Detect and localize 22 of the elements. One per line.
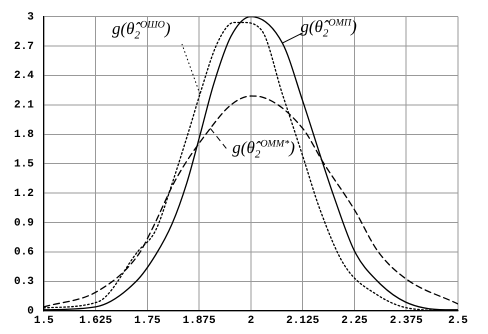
x-tick-label: 2.125 — [286, 315, 320, 328]
text: g(θ̂$_{2}$$^{ОШО}$) — [112, 19, 171, 42]
y-tick-label: 1.5 — [14, 158, 34, 170]
y-tick-label: 0.6 — [14, 246, 34, 259]
y-tick-label: 1.2 — [14, 188, 34, 200]
legend-label: g(θ̂$_{2}$$^{ОМП}$) — [300, 17, 357, 40]
y-tick-label: 2.4 — [14, 70, 34, 82]
y-tick-label: 2.7 — [14, 40, 34, 53]
y-tick-label: 0 — [27, 306, 34, 318]
x-tick-label: 1.75 — [134, 315, 161, 328]
y-tick-label: 0.9 — [14, 217, 34, 230]
x-tick-label: 2.5 — [448, 315, 468, 328]
x-tick-label: 2 — [248, 315, 254, 328]
y-tick-label: 0.3 — [14, 276, 34, 288]
x-tick-label: 2.25 — [341, 315, 368, 328]
x-tick-label: 1.625 — [79, 315, 112, 328]
y-tick-label: 3 — [27, 11, 34, 24]
y-tick-label: 1.8 — [14, 129, 34, 142]
x-tick-label: 2.375 — [390, 315, 424, 328]
x-tick-label: 1.875 — [182, 315, 216, 328]
y-tick-label: 2.1 — [14, 100, 34, 112]
legend-label: g(θ̂$_{2}$$^{ОММ*}$) — [232, 138, 295, 161]
